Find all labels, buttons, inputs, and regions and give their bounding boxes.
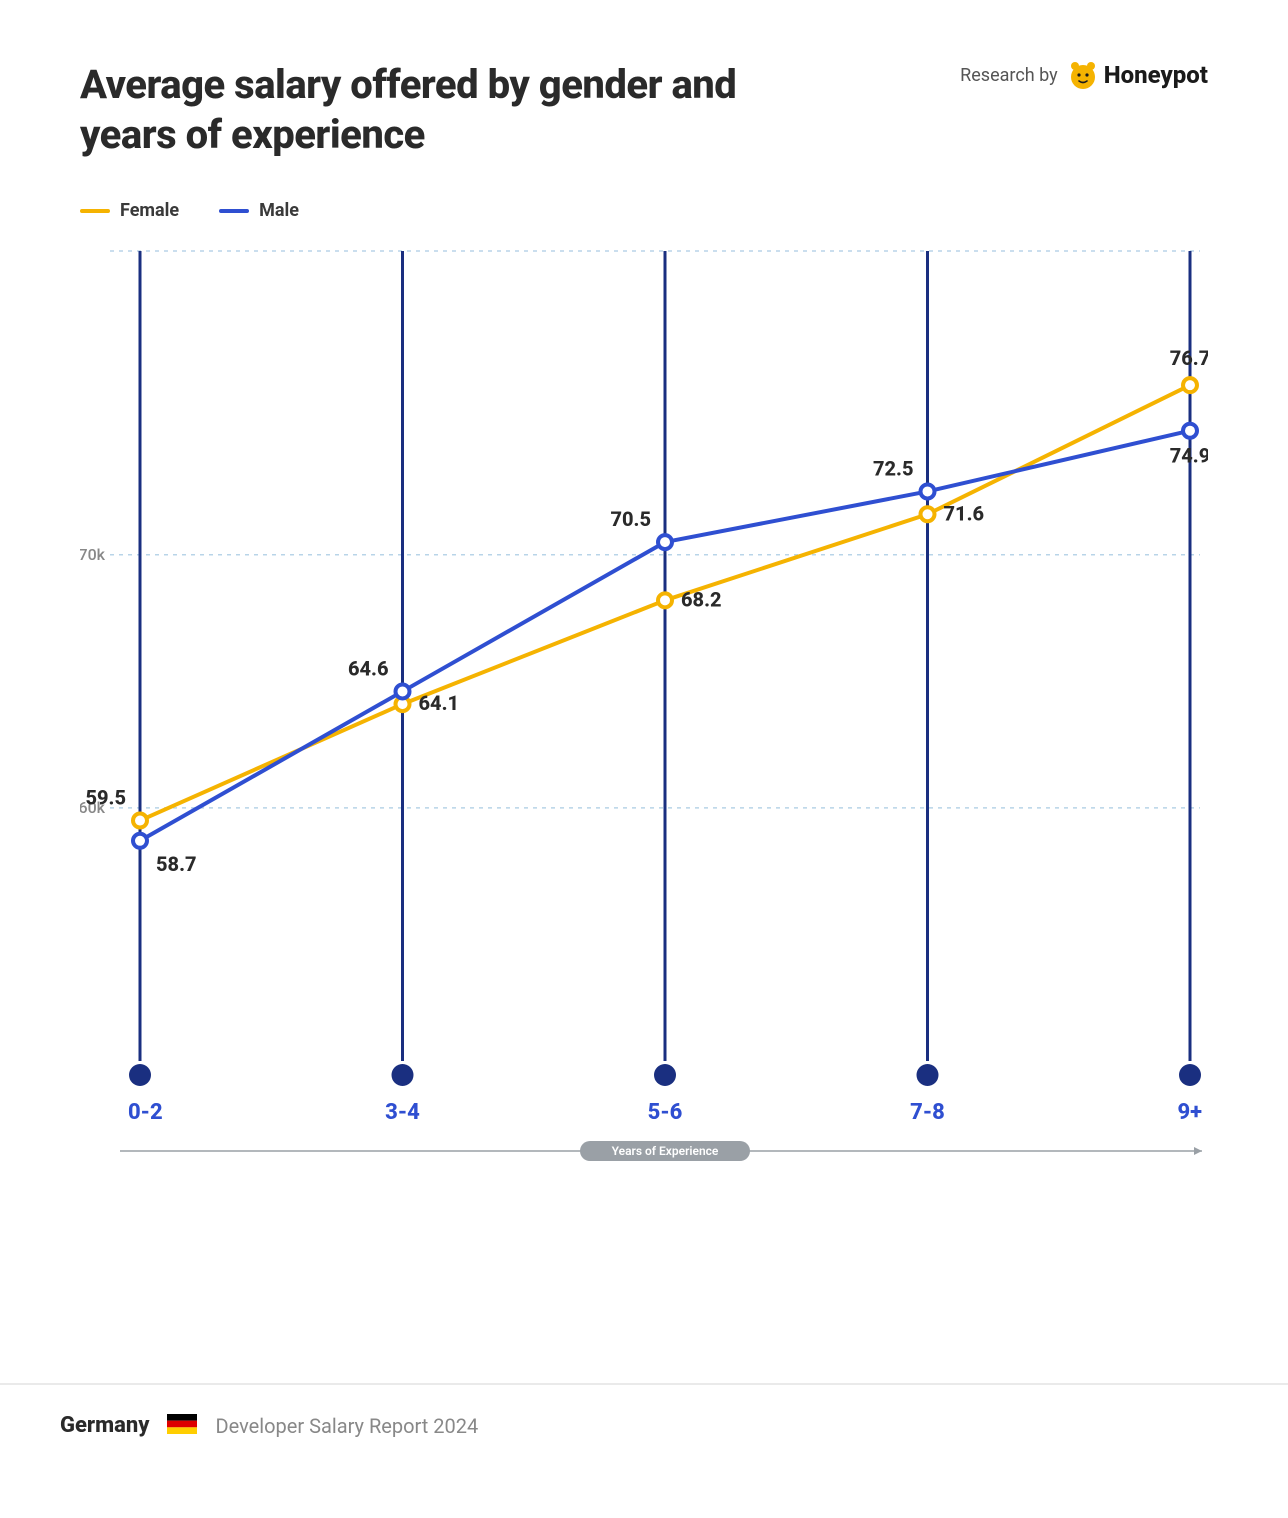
svg-text:7-8: 7-8	[910, 1100, 945, 1125]
footer: Germany Developer Salary Report 2024	[0, 1383, 1288, 1518]
svg-text:70.5: 70.5	[610, 507, 651, 531]
svg-text:64.1: 64.1	[419, 691, 460, 715]
footer-report: Developer Salary Report 2024	[215, 1414, 478, 1438]
legend-item-female: Female	[80, 200, 179, 221]
svg-text:58.7: 58.7	[156, 852, 197, 876]
legend-label-male: Male	[259, 200, 299, 221]
svg-text:5-6: 5-6	[648, 1100, 683, 1125]
svg-text:Years of Experience: Years of Experience	[612, 1144, 719, 1158]
honeypot-logo: Honeypot	[1068, 60, 1208, 90]
svg-text:76.7: 76.7	[1170, 346, 1208, 370]
legend-item-male: Male	[219, 200, 299, 221]
brand-attribution: Research by Honeypot	[960, 60, 1208, 90]
svg-text:72.5: 72.5	[873, 456, 914, 480]
svg-text:€70k: €70k	[80, 545, 106, 564]
svg-text:68.2: 68.2	[681, 587, 722, 611]
svg-text:71.6: 71.6	[944, 501, 985, 525]
honeypot-bear-icon	[1068, 60, 1098, 90]
chart-title: Average salary offered by gender and yea…	[80, 60, 780, 160]
research-by-label: Research by	[960, 65, 1058, 86]
svg-text:64.6: 64.6	[348, 656, 389, 680]
legend-label-female: Female	[120, 200, 179, 221]
legend-swatch-female	[80, 209, 110, 213]
svg-text:3-4: 3-4	[385, 1100, 420, 1125]
svg-text:0-2: 0-2	[128, 1100, 163, 1125]
brand-name: Honeypot	[1104, 61, 1208, 89]
legend-swatch-male	[219, 209, 249, 213]
legend: Female Male	[80, 200, 1208, 221]
svg-text:74.9: 74.9	[1170, 444, 1208, 468]
svg-text:9+: 9+	[1177, 1100, 1202, 1125]
footer-country: Germany	[60, 1413, 149, 1438]
svg-text:59.5: 59.5	[85, 786, 126, 810]
salary-line-chart: €60k€70k0-23-45-67-89+Years of Experienc…	[80, 231, 1208, 1161]
germany-flag-icon	[167, 1414, 197, 1438]
